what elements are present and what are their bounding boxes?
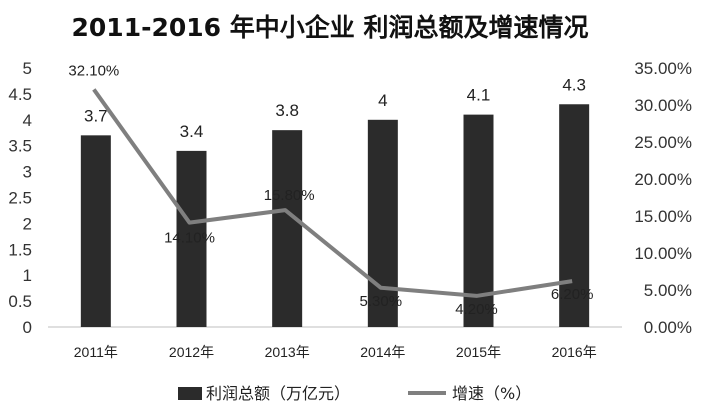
bar-data-label: 4.3 <box>562 75 586 94</box>
line-data-label: 15.80% <box>264 187 315 204</box>
bar-data-label: 3.7 <box>84 106 108 125</box>
left-tick-label: 2.5 <box>8 189 32 208</box>
left-tick-label: 3.5 <box>8 137 32 156</box>
right-tick-label: 20.00% <box>634 170 692 189</box>
bar <box>559 104 590 327</box>
line-series: 32.10% 14.10% 15.80% 5.30% 4.20% 6.20% <box>68 62 593 317</box>
right-tick-label: 35.00% <box>634 59 692 78</box>
right-tick-label: 30.00% <box>634 96 692 115</box>
line-data-label: 4.20% <box>455 301 498 318</box>
left-tick-label: 0 <box>23 318 32 337</box>
x-tick-label: 2011年 <box>74 344 118 360</box>
x-tick-label: 2016年 <box>552 344 597 360</box>
left-tick-label: 3 <box>23 163 32 182</box>
x-tick-label: 2014年 <box>360 344 405 360</box>
left-tick-label: 4.5 <box>8 85 32 104</box>
right-tick-label: 15.00% <box>634 207 692 226</box>
x-tick-label: 2012年 <box>169 344 214 360</box>
left-tick-label: 2 <box>23 214 32 233</box>
bar-data-label: 4.1 <box>467 86 491 105</box>
left-tick-label: 5 <box>23 59 32 78</box>
legend-label-line: 增速（%） <box>452 384 531 403</box>
right-tick-label: 25.00% <box>634 133 692 152</box>
line-data-label: 5.30% <box>360 293 403 310</box>
bar <box>80 135 111 327</box>
legend: 利润总额（万亿元） 增速（%） <box>178 384 531 403</box>
bar-series: 3.7 3.4 3.8 4 4.1 4.3 <box>80 75 590 328</box>
left-tick-label: 4 <box>23 111 32 130</box>
bar <box>176 150 207 327</box>
right-tick-label: 0.00% <box>644 318 692 337</box>
bar-data-label: 3.4 <box>180 122 204 141</box>
legend-swatch-bar <box>178 387 202 400</box>
line-data-label: 14.10% <box>164 230 215 247</box>
x-axis: 2011年 2012年 2013年 2014年 2015年 2016年 <box>48 326 622 360</box>
x-tick-label: 2013年 <box>265 344 310 360</box>
chart-title: 2011-2016 年中小企业 利润总额及增速情况 <box>72 13 589 42</box>
bar-data-label: 3.8 <box>275 101 299 120</box>
bar <box>463 114 494 328</box>
bar <box>272 130 303 327</box>
left-tick-label: 1.5 <box>8 240 32 259</box>
legend-label-bar: 利润总额（万亿元） <box>206 384 350 403</box>
bar-data-label: 4 <box>378 91 387 110</box>
right-y-axis: 0.00% 5.00% 10.00% 15.00% 20.00% 25.00% 30.00%… <box>634 59 692 337</box>
growth-line <box>92 88 573 298</box>
line-data-label: 6.20% <box>551 286 594 303</box>
right-tick-label: 10.00% <box>634 244 692 263</box>
line-data-label: 32.10% <box>68 62 119 79</box>
left-y-axis: 0 0.5 1 1.5 2 2.5 3 3.5 4 4.5 5 <box>8 59 32 337</box>
right-tick-label: 5.00% <box>644 281 692 300</box>
left-tick-label: 0.5 <box>8 292 32 311</box>
bar <box>367 119 398 327</box>
x-tick-label: 2015年 <box>456 344 501 360</box>
left-tick-label: 1 <box>23 266 32 285</box>
